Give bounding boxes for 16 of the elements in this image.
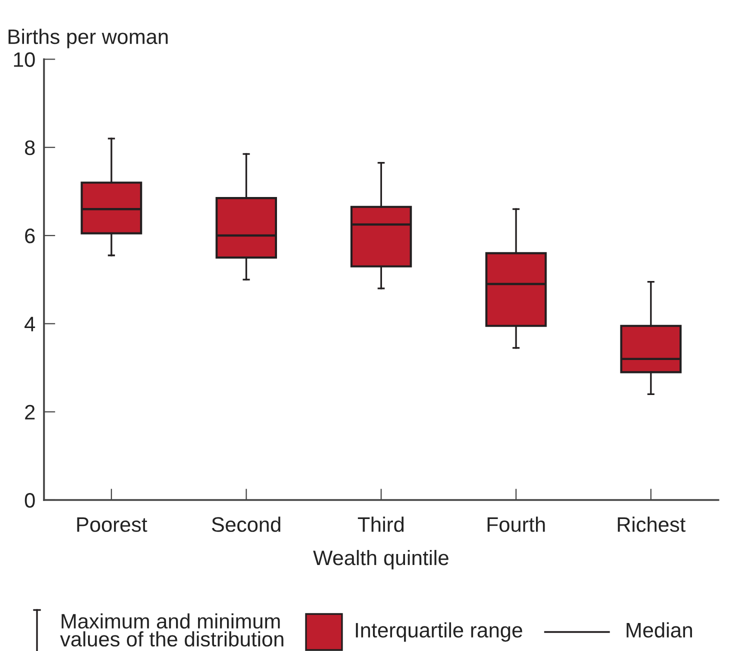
- text: Maximum and minimum values of the distribution: [60, 613, 284, 647]
- y-axis-title: Births per woman: [8, 28, 168, 48]
- x-tick-label: Third: [358, 516, 404, 532]
- y-tick-label: 10: [14, 52, 35, 67]
- x-tick-label: Second: [212, 516, 280, 532]
- y-tick-label: 8: [24, 140, 35, 156]
- x-tick-label: Fourth: [488, 516, 545, 532]
- y-tick-label: 6: [25, 228, 35, 244]
- y-tick-label: 2: [25, 404, 35, 420]
- y-tick-label: 4: [24, 316, 36, 332]
- x-tick-label: Poorest: [77, 517, 148, 532]
- x-tick-label: Richest: [618, 516, 686, 532]
- text: Median: [626, 622, 692, 638]
- text: Interquartile range: [356, 622, 522, 642]
- x-axis-title: Wealth quintile: [313, 550, 448, 570]
- y-tick-label: 0: [24, 492, 35, 508]
